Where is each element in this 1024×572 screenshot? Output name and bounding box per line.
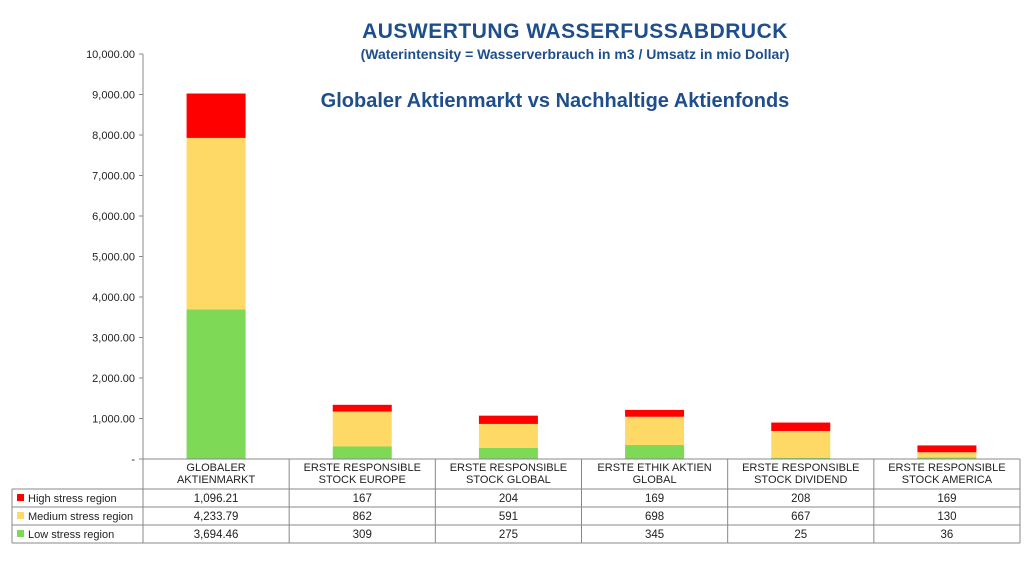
- bar-segment: [625, 445, 685, 459]
- y-tick-label: 3,000.00: [92, 333, 135, 345]
- bar-segment: [917, 457, 977, 459]
- data-table-value: 862: [353, 511, 372, 523]
- bar-segment: [917, 445, 977, 453]
- category-label: STOCK DIVIDEND: [754, 474, 847, 486]
- y-tick-label: -: [131, 454, 135, 466]
- bar-segment: [332, 411, 392, 447]
- data-table-value: 1,096.21: [194, 493, 239, 505]
- chart-subtitle: (Waterintensity = Wasserverbrauch in m3 …: [360, 46, 790, 62]
- legend-swatch: [17, 512, 24, 519]
- legend-label: Medium stress region: [28, 511, 133, 523]
- legend-swatch: [17, 494, 24, 501]
- data-table-value: 309: [353, 529, 372, 541]
- data-table-value: 167: [353, 493, 372, 505]
- data-table-value: 591: [499, 511, 518, 523]
- legend-label: Low stress region: [28, 529, 114, 541]
- bar-segment: [186, 93, 246, 138]
- category-label: GLOBAL: [633, 474, 677, 486]
- data-table-value: 4,233.79: [194, 511, 239, 523]
- y-tick-label: 4,000.00: [92, 292, 135, 304]
- y-tick-label: 6,000.00: [92, 211, 135, 223]
- bar-segment: [771, 457, 831, 459]
- y-tick-label: 1,000.00: [92, 414, 135, 426]
- category-label: STOCK EUROPE: [319, 474, 406, 486]
- category-label: STOCK GLOBAL: [466, 474, 551, 486]
- bar-segment: [478, 415, 538, 424]
- bar-segment: [186, 309, 246, 459]
- chart-annotation: Globaler Aktienmarkt vs Nachhaltige Akti…: [320, 90, 790, 112]
- bar-segment: [332, 446, 392, 459]
- y-tick-label: 8,000.00: [92, 130, 135, 142]
- data-table-value: 3,694.46: [194, 529, 239, 541]
- chart-title: AUSWERTUNG WASSERFUSSABDRUCK: [362, 20, 788, 43]
- y-tick-label: 5,000.00: [92, 252, 135, 264]
- y-tick-label: 7,000.00: [92, 171, 135, 183]
- category-label: STOCK AMERICA: [902, 474, 993, 486]
- bar-segment: [771, 430, 831, 458]
- category-label: ERSTE RESPONSIBLE: [450, 462, 567, 474]
- data-table-value: 36: [941, 529, 954, 541]
- bar-segment: [625, 409, 685, 417]
- data-table-value: 275: [499, 529, 518, 541]
- data-table-value: 169: [937, 493, 956, 505]
- y-tick-label: 9,000.00: [92, 90, 135, 102]
- bar-segment: [771, 422, 831, 431]
- bar-segment: [478, 423, 538, 448]
- category-label: ERSTE RESPONSIBLE: [888, 462, 1005, 474]
- legend-swatch: [17, 530, 24, 537]
- legend-label: High stress region: [28, 493, 117, 505]
- y-tick-label: 10,000.00: [86, 49, 135, 61]
- bar-segment: [478, 447, 538, 459]
- bar-segment: [186, 137, 246, 310]
- y-tick-label: 2,000.00: [92, 373, 135, 385]
- category-label: AKTIENMARKT: [177, 474, 256, 486]
- data-table-value: 169: [645, 493, 664, 505]
- category-label: ERSTE RESPONSIBLE: [742, 462, 859, 474]
- data-table-value: 204: [499, 493, 519, 505]
- data-table-value: 130: [937, 511, 956, 523]
- bar-segment: [917, 452, 977, 458]
- data-table-value: 345: [645, 529, 664, 541]
- data-table-value: 208: [791, 493, 810, 505]
- data-table-value: 698: [645, 511, 664, 523]
- bar-segment: [332, 404, 392, 412]
- bar-segment: [625, 416, 685, 446]
- category-label: ERSTE RESPONSIBLE: [304, 462, 421, 474]
- category-label: GLOBALER: [186, 462, 245, 474]
- category-label: ERSTE ETHIK AKTIEN: [597, 462, 711, 474]
- data-table-value: 667: [791, 511, 810, 523]
- data-table-value: 25: [794, 529, 807, 541]
